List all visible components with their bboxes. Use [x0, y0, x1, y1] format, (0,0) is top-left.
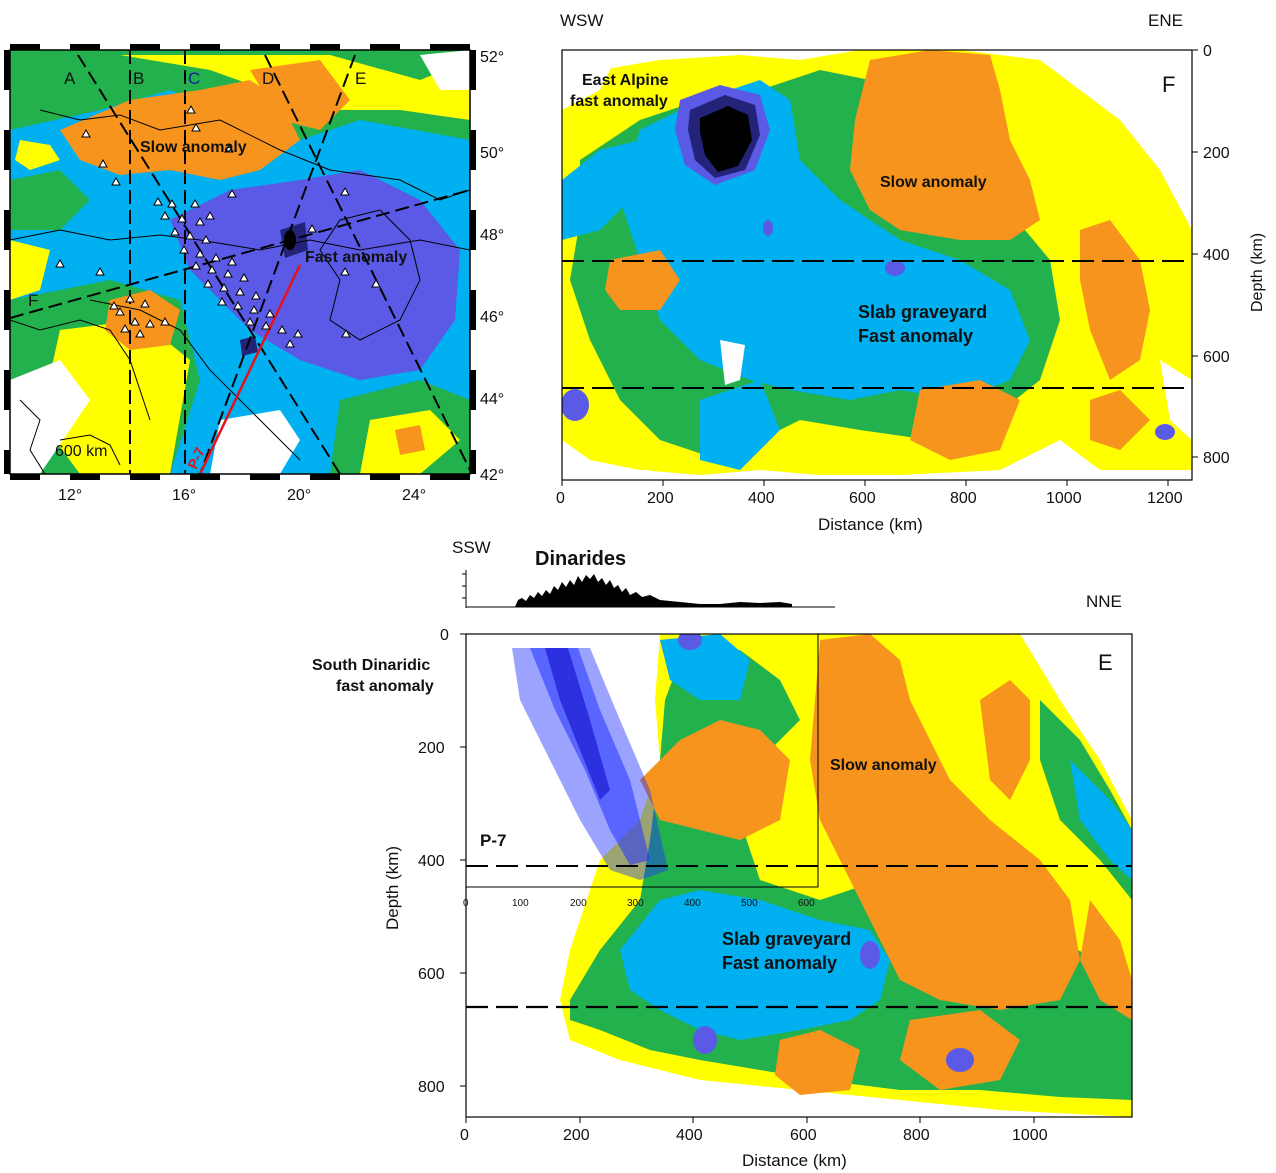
panel-f-right-dir: ENE — [1148, 11, 1183, 30]
lat-tick-48: 48° — [480, 227, 504, 244]
panel-e-xtick-1000: 1000 — [1012, 1127, 1048, 1144]
panel-e-ytick-400: 400 — [418, 853, 445, 870]
panel-e-xtick-600: 600 — [790, 1127, 817, 1144]
panel-e-south-dinaridic-1: South Dinaridic — [312, 657, 430, 674]
panel-f-ytick-0: 0 — [1203, 43, 1212, 60]
panel-e-xlabel: Distance (km) — [742, 1151, 847, 1170]
panel-e-graveyard-1: Slab graveyard — [722, 929, 851, 949]
panel-e-ytick-600: 600 — [418, 966, 445, 983]
map-scale-label: 600 km — [55, 443, 107, 460]
panel-f-ytick-800: 800 — [1203, 450, 1230, 467]
panel-e-xtick-0: 0 — [460, 1127, 469, 1144]
panel-f-slow-label: Slow anomaly — [880, 174, 987, 191]
topography-profile — [462, 570, 835, 608]
inset-tick-500: 500 — [741, 898, 758, 909]
panel-f-xlabel: Distance (km) — [818, 515, 923, 534]
lon-tick-20: 20° — [287, 487, 311, 504]
panel-f-xtick-400: 400 — [748, 490, 775, 507]
panel-e-ytick-800: 800 — [418, 1079, 445, 1096]
panel-e-inset-label: P-7 — [480, 831, 506, 850]
profile-label-d: D — [262, 69, 274, 88]
lon-tick-24: 24° — [402, 487, 426, 504]
panel-e-letter: E — [1098, 650, 1113, 675]
panel-e-xtick-400: 400 — [676, 1127, 703, 1144]
lon-tick-12: 12° — [58, 487, 82, 504]
inset-tick-400: 400 — [684, 898, 701, 909]
panel-f-east-alpine-2: fast anomaly — [570, 93, 668, 110]
inset-tick-0: 0 — [463, 898, 469, 909]
panel-e-slow-label: Slow anomaly — [830, 757, 937, 774]
panel-f-letter: F — [1162, 72, 1175, 97]
panel-f-ylabel: Depth (km) — [1249, 233, 1266, 312]
map-frame-ticks — [4, 44, 476, 480]
panel-e-graveyard-2: Fast anomaly — [722, 953, 837, 973]
profile-p7-line — [198, 264, 302, 474]
cross-section-e: SSW Dinarides NNE E South Dinaridic fast… — [312, 538, 1133, 1170]
panel-e-left-dir: SSW — [452, 538, 491, 557]
panel-e-ytick-200: 200 — [418, 740, 445, 757]
map-fast-anomaly-label: Fast anomaly — [305, 249, 407, 266]
profile-label-e: E — [355, 69, 366, 88]
panel-e-south-dinaridic-2: fast anomaly — [336, 678, 434, 695]
panel-f-east-alpine-1: East Alpine — [582, 72, 669, 89]
panel-f-xtick-1200: 1200 — [1147, 490, 1183, 507]
profile-label-b: B — [133, 69, 144, 88]
cross-section-f: WSW ENE F East Alpine fast anomaly Slow … — [556, 11, 1266, 534]
panel-f-ticks — [561, 49, 1198, 486]
inset-tick-300: 300 — [627, 898, 644, 909]
profile-label-f: F — [28, 291, 38, 310]
panel-f-xtick-1000: 1000 — [1046, 490, 1082, 507]
panel-f-xtick-600: 600 — [849, 490, 876, 507]
panel-e-xtick-200: 200 — [563, 1127, 590, 1144]
panel-e-right-dir: NNE — [1086, 592, 1122, 611]
panel-e-ytick-0: 0 — [440, 627, 449, 644]
map-slow-anomaly-label: Slow anomaly — [140, 139, 247, 156]
inset-tick-100: 100 — [512, 898, 529, 909]
panel-e-topo-title: Dinarides — [535, 548, 626, 570]
panel-f-xtick-200: 200 — [647, 490, 674, 507]
profile-label-c: C — [188, 69, 200, 88]
lat-tick-52: 52° — [480, 49, 504, 66]
inset-tick-200: 200 — [570, 898, 587, 909]
panel-e-ticks — [460, 633, 1035, 1123]
lon-tick-16: 16° — [172, 487, 196, 504]
panel-f-graveyard-1: Slab graveyard — [858, 302, 987, 322]
panel-f-ytick-600: 600 — [1203, 349, 1230, 366]
panel-f-ytick-400: 400 — [1203, 247, 1230, 264]
panel-e-ylabel: Depth (km) — [383, 846, 402, 930]
lat-tick-42: 42° — [480, 467, 504, 484]
panel-f-xtick-800: 800 — [950, 490, 977, 507]
inset-tick-600: 600 — [798, 898, 815, 909]
profile-label-a: A — [64, 69, 76, 88]
lat-tick-50: 50° — [480, 145, 504, 162]
lat-tick-44: 44° — [480, 391, 504, 408]
panel-e-xtick-800: 800 — [903, 1127, 930, 1144]
panel-f-left-dir: WSW — [560, 11, 603, 30]
panel-f-xtick-0: 0 — [556, 490, 565, 507]
location-map: A B C D E F Slow anomaly Fast anomaly 60… — [4, 44, 504, 504]
profile-lines — [10, 50, 470, 474]
station-triangles — [55, 104, 381, 348]
panel-f-ytick-200: 200 — [1203, 145, 1230, 162]
panel-f-graveyard-2: Fast anomaly — [858, 326, 973, 346]
lat-tick-46: 46° — [480, 309, 504, 326]
